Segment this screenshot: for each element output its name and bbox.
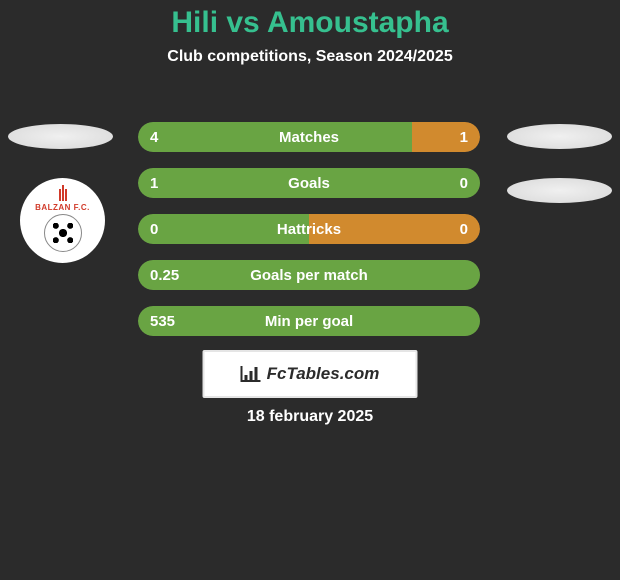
club-name: BALZAN F.C. xyxy=(35,203,90,212)
stat-row: 10Goals xyxy=(138,168,480,198)
stat-row: 535Min per goal xyxy=(138,306,480,336)
player1-country-flag xyxy=(8,124,113,149)
soccer-ball-icon xyxy=(44,214,82,252)
stat-label: Min per goal xyxy=(138,306,480,336)
stat-row: 00Hattricks xyxy=(138,214,480,244)
stat-label: Goals per match xyxy=(138,260,480,290)
stat-row: 0.25Goals per match xyxy=(138,260,480,290)
brand-box[interactable]: FcTables.com xyxy=(203,350,418,398)
stat-row: 41Matches xyxy=(138,122,480,152)
player2-country-flag xyxy=(507,124,612,149)
page-title: Hili vs Amoustapha xyxy=(0,0,620,40)
stats-bars: 41Matches 10Goals 00Hattricks 0.25Goals per… xyxy=(138,122,480,352)
bar-chart-icon xyxy=(241,366,261,382)
subtitle: Club competitions, Season 2024/2025 xyxy=(0,48,620,66)
stat-label: Hattricks xyxy=(138,214,480,244)
player1-club-badge: BALZAN F.C. xyxy=(20,178,105,263)
brand-text: FcTables.com xyxy=(267,364,380,384)
date-label: 18 february 2025 xyxy=(0,408,620,426)
player2-club-badge xyxy=(507,178,612,203)
stat-label: Goals xyxy=(138,168,480,198)
stat-label: Matches xyxy=(138,122,480,152)
badge-trident-icon xyxy=(59,189,67,201)
